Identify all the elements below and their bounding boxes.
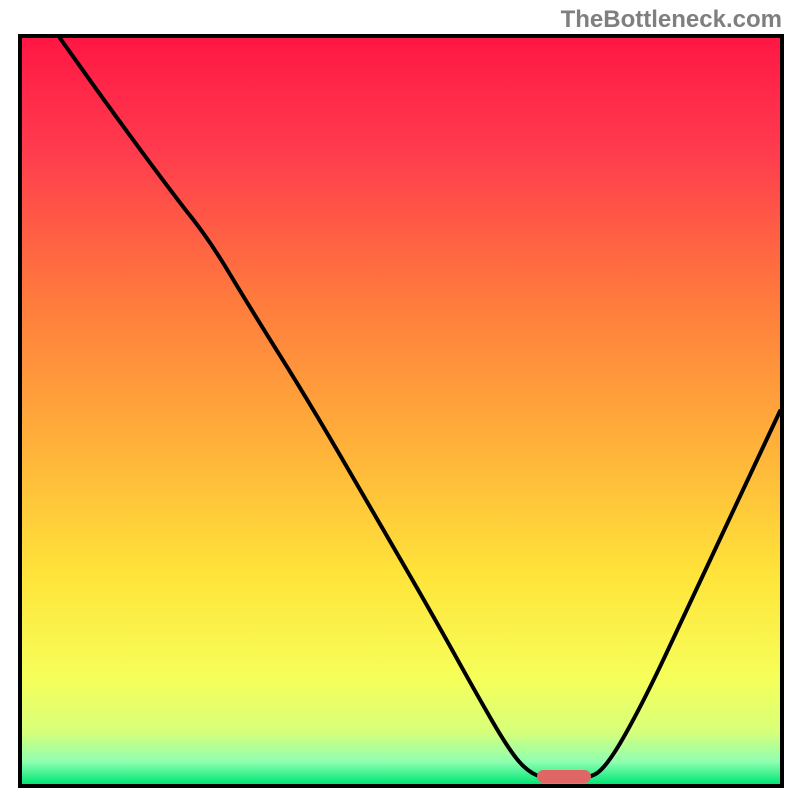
watermark-text: TheBottleneck.com [561,6,782,34]
plot-area [22,38,780,784]
optimum-marker [537,770,592,783]
bottleneck-curve [22,38,780,784]
curve-path [60,38,780,780]
